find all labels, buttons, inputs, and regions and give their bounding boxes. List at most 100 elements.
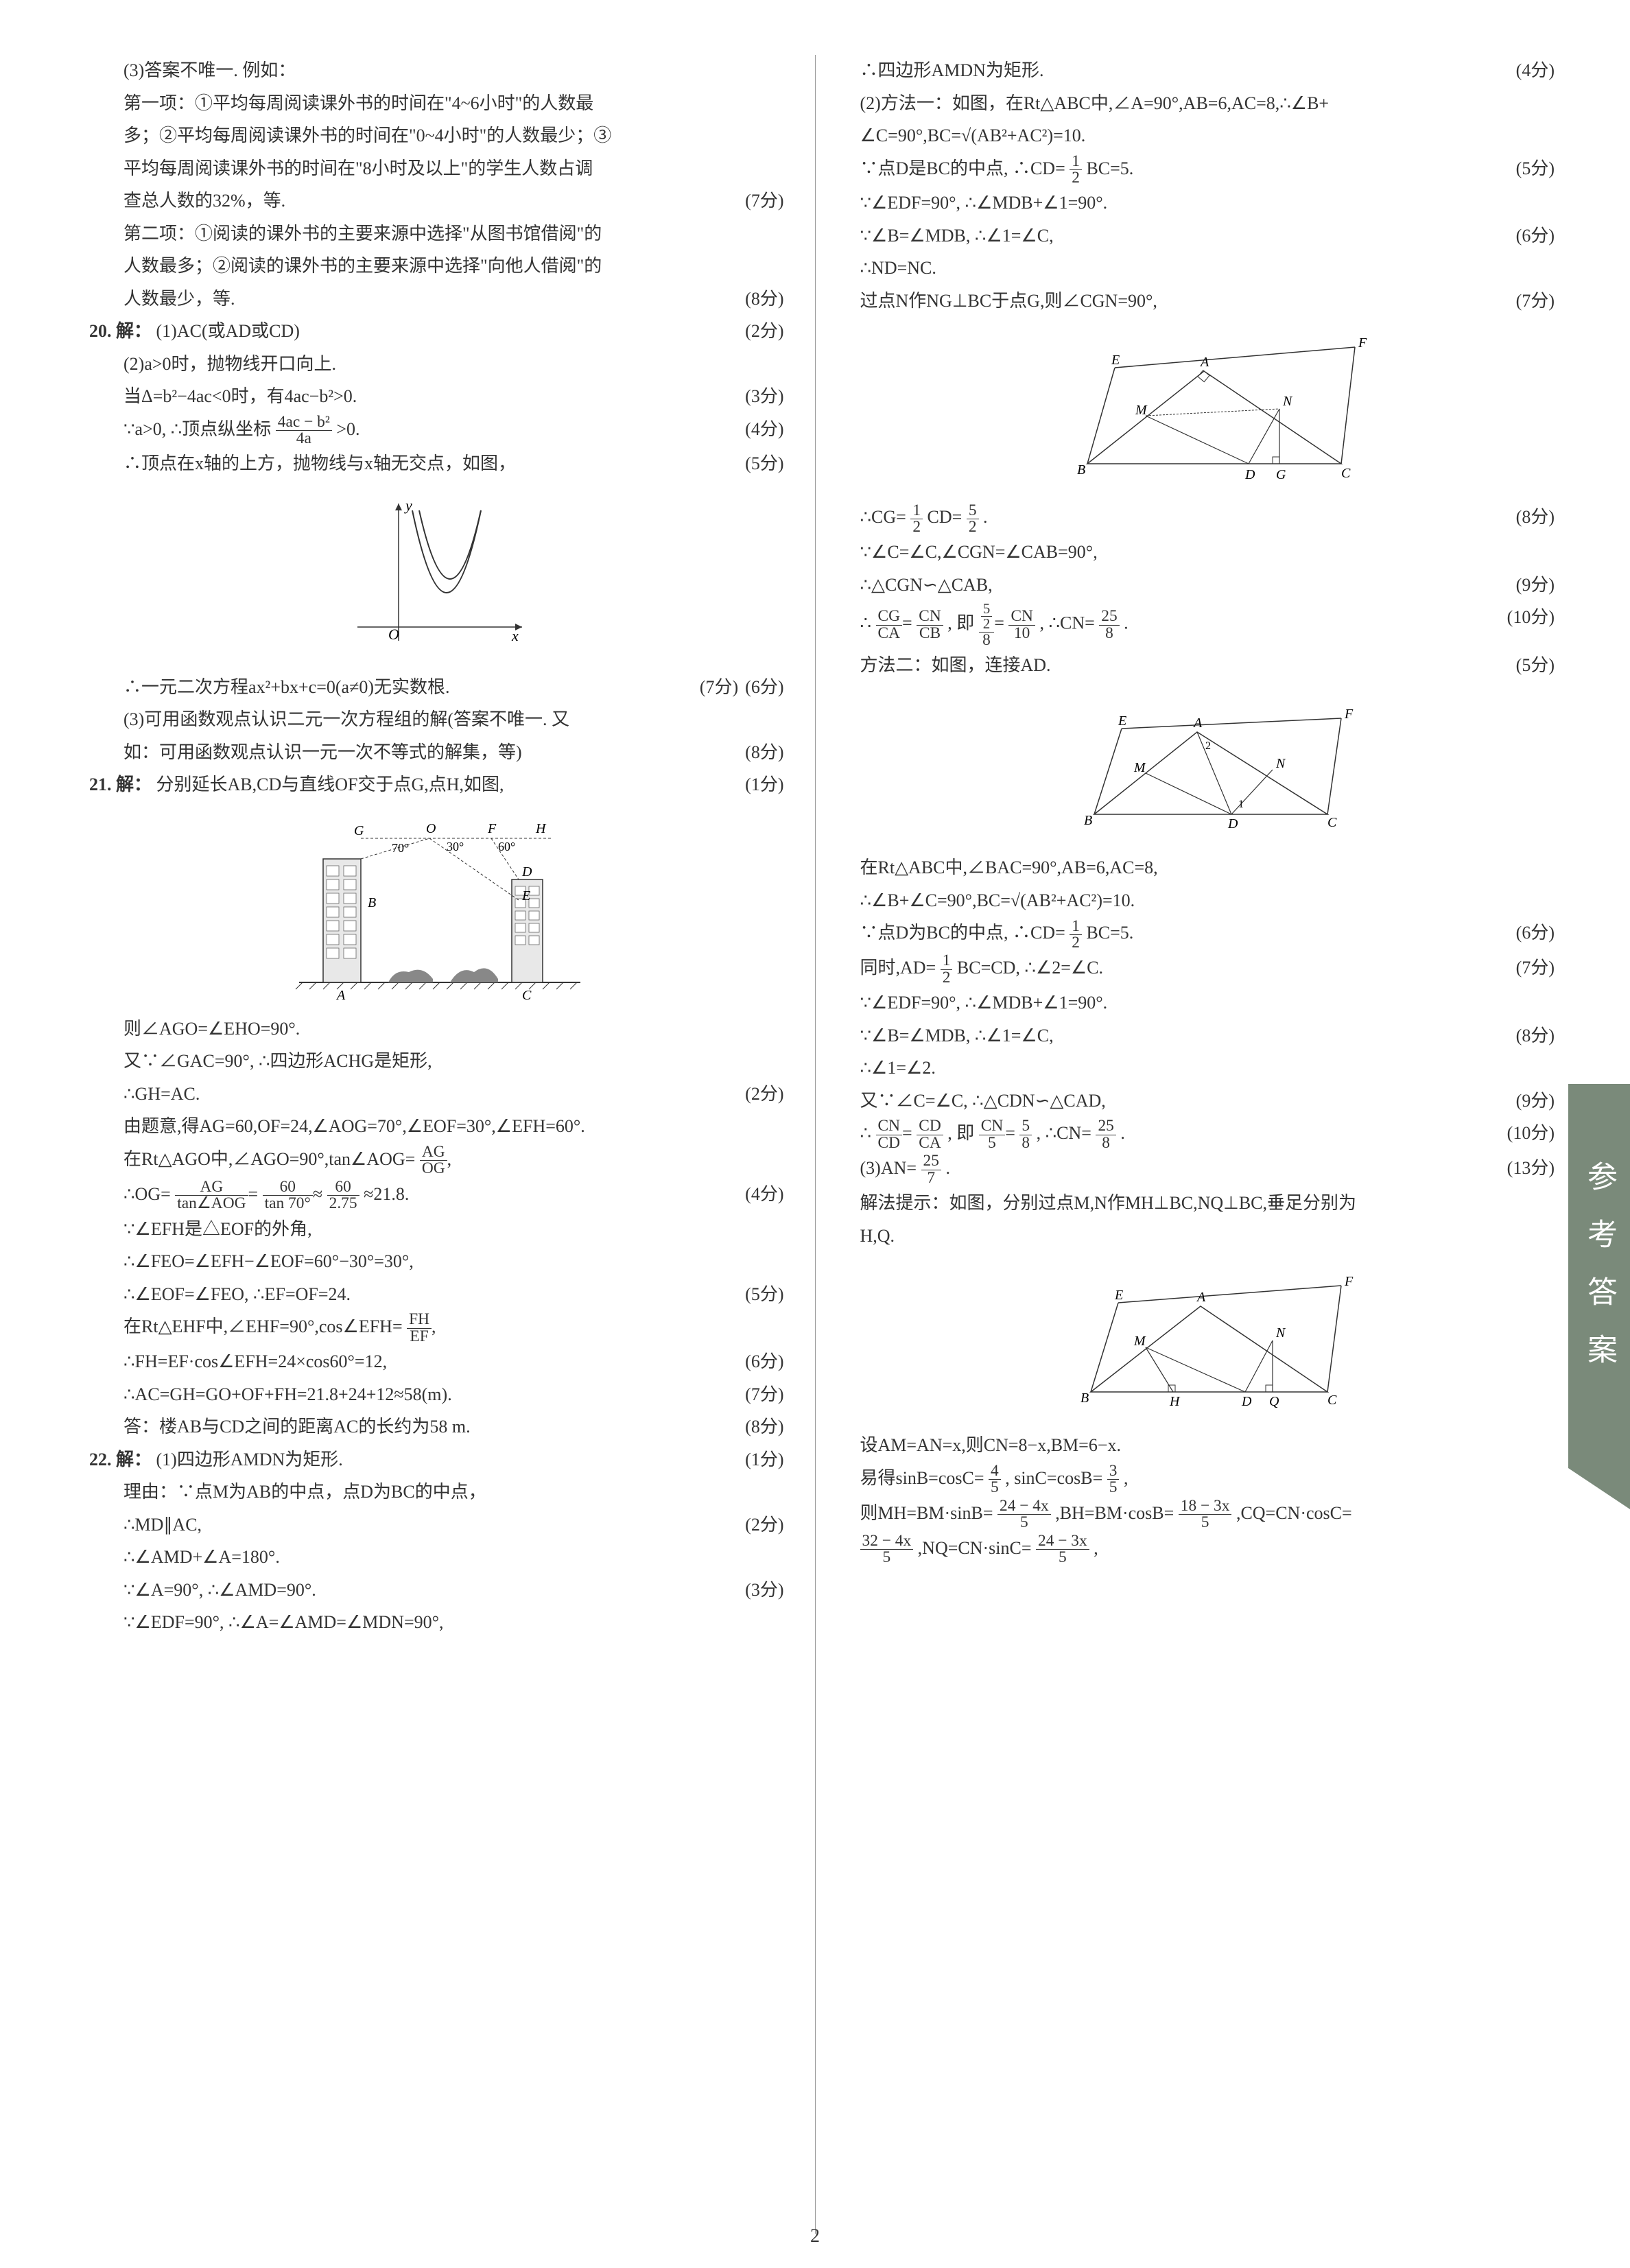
score: (8分)	[1516, 501, 1555, 533]
fraction: 45	[989, 1463, 1001, 1496]
text: ∵∠EDF=90°, ∴∠A=∠AMD=∠MDN=90°,	[89, 1607, 791, 1638]
svg-text:y: y	[404, 497, 412, 514]
text: ∴GH=AC.	[123, 1084, 200, 1104]
fraction: CN5	[979, 1118, 1006, 1151]
text: .	[983, 507, 988, 527]
right-column: ∴四边形AMDN为矩形. (4分) (2)方法一：如图，在Rt△ABC中,∠A=…	[850, 55, 1562, 2234]
svg-text:D: D	[1244, 467, 1255, 482]
text: 则MH=BM·sinB=	[860, 1503, 993, 1523]
page-number: 2	[810, 2225, 820, 2247]
text: 人数最少，等.	[123, 289, 235, 309]
text: ∵∠B=∠MDB, ∴∠1=∠C,	[860, 1026, 1054, 1046]
score: (6分)	[1516, 220, 1555, 252]
score: (6分)	[1516, 917, 1555, 949]
text: 设AM=AN=x,则CN=8−x,BM=6−x.	[860, 1430, 1562, 1461]
text: 又∵∠C=∠C, ∴△CDN∽△CAD, (9分)	[860, 1085, 1562, 1117]
svg-text:G: G	[1276, 467, 1286, 482]
score: (8分)	[745, 1411, 783, 1443]
text: CD=	[928, 507, 962, 527]
text: (3)AN= 257 . (13分)	[860, 1153, 1562, 1186]
text: 查总人数的32%，等. (7分)	[89, 185, 791, 217]
text: ,BH=BM·cosB=	[1055, 1503, 1174, 1523]
text: 32 − 4x5 ,NQ=CN·sinC= 24 − 3x5 ,	[860, 1533, 1562, 1566]
text: ∵∠A=90°, ∴∠AMD=90°.	[123, 1580, 316, 1600]
score: (5分)	[745, 448, 783, 480]
score: (7分)	[700, 672, 738, 703]
text: 当Δ=b²−4ac<0时，有4ac−b²>0.	[123, 386, 357, 406]
figure-geometry-2: E A F B M N D C 2 1	[860, 691, 1562, 842]
figure-buildings: B A C E D G O F H 70° 30° 60°	[89, 811, 791, 1003]
text: ∴四边形AMDN为矩形.	[860, 60, 1044, 80]
svg-text:G: G	[354, 823, 364, 838]
fraction: 12	[1070, 919, 1082, 952]
text: ,CQ=CN·cosC=	[1236, 1503, 1352, 1523]
page: (3)答案不唯一. 例如： 第一项：①平均每周阅读课外书的时间在"4~6小时"的…	[0, 0, 1630, 2268]
svg-text:B: B	[1077, 462, 1085, 477]
figure-geometry-1: E A F B M N D G C	[860, 327, 1562, 491]
text: ∴一元二次方程ax²+bx+c=0(a≠0)无实数根.	[123, 677, 450, 697]
fraction: 12	[1070, 154, 1082, 187]
svg-text:60°: 60°	[498, 840, 515, 853]
text: 第一项：①平均每周阅读课外书的时间在"4~6小时"的人数最	[89, 88, 791, 119]
fraction: 257	[921, 1153, 941, 1186]
score: (2分)	[745, 1509, 783, 1541]
question-num: 21. 解：	[89, 775, 152, 794]
score: (6分)	[745, 672, 783, 703]
svg-text:2: 2	[1205, 740, 1211, 752]
fraction: 35	[1107, 1463, 1120, 1496]
svg-text:A: A	[1192, 716, 1203, 731]
text: ∴MD∥AC, (2分)	[89, 1509, 791, 1541]
svg-text:A: A	[335, 988, 346, 1003]
svg-text:F: F	[487, 821, 497, 836]
svg-text:M: M	[1135, 403, 1148, 418]
text: 方法二：如图，连接AD.	[860, 655, 1051, 675]
text: ∵点D是BC的中点, ∴CD=	[860, 158, 1065, 178]
text: BC=5.	[1086, 923, 1133, 943]
svg-text:C: C	[1327, 1393, 1337, 1408]
score: (2分)	[745, 1078, 783, 1110]
svg-text:F: F	[1344, 707, 1354, 722]
text: 在Rt△ABC中,∠BAC=90°,AB=6,AC=8,	[860, 852, 1562, 884]
fraction: 24 − 3x5	[1036, 1533, 1089, 1566]
text: 人数最少，等. (8分)	[89, 283, 791, 315]
svg-text:x: x	[511, 627, 519, 644]
text: >0.	[336, 419, 359, 439]
text: 22. 解： (1)四边形AMDN为矩形. (1分)	[89, 1444, 791, 1476]
text: ∵∠C=∠C,∠CGN=∠CAB=90°,	[860, 536, 1562, 568]
text: ∴	[860, 613, 872, 633]
text: 过点N作NG⊥BC于点G,则∠CGN=90°, (7分)	[860, 285, 1562, 317]
svg-text:N: N	[1282, 394, 1293, 409]
score: (4分)	[745, 1179, 783, 1210]
text: 则MH=BM·sinB= 24 − 4x5 ,BH=BM·cosB= 18 − …	[860, 1498, 1562, 1531]
score: (10分)	[1507, 1118, 1555, 1149]
score: (3分)	[745, 381, 783, 412]
text: ∴OG= AGtan∠AOG= 60tan 70°≈ 602.75 ≈21.8.…	[89, 1179, 791, 1212]
svg-text:B: B	[368, 895, 376, 910]
text: ∴ CGCA= CNCB , 即 528= CN10 , ∴CN= 258 . …	[860, 602, 1562, 648]
fraction: 258	[1099, 609, 1119, 641]
score: (7分)	[1516, 285, 1555, 317]
text: 由题意,得AG=60,OF=24,∠AOG=70°,∠EOF=30°,∠EFH=…	[89, 1111, 791, 1142]
text: ∴CG= 12 CD= 52 . (8分)	[860, 501, 1562, 535]
text: ∴顶点在x轴的上方，抛物线与x轴无交点，如图， (5分)	[89, 448, 791, 480]
svg-text:30°: 30°	[447, 840, 464, 853]
fraction: CNCB	[917, 609, 943, 641]
svg-text:1: 1	[1238, 799, 1244, 810]
text: , ∴CN=	[1039, 613, 1094, 633]
fraction: AGtan∠AOG	[175, 1179, 248, 1212]
text: (2)a>0时，抛物线开口向上.	[89, 349, 791, 380]
text: 解法提示：如图，分别过点M,N作MH⊥BC,NQ⊥BC,垂足分别为	[860, 1188, 1562, 1219]
text: (3)AN=	[860, 1158, 917, 1178]
text: (2)方法一：如图，在Rt△ABC中,∠A=90°,AB=6,AC=8,∴∠B+	[860, 88, 1562, 119]
score: (5分)	[1516, 153, 1555, 185]
score: (7分)	[1516, 952, 1555, 984]
text: ∴顶点在x轴的上方，抛物线与x轴无交点，如图，	[123, 453, 516, 473]
text: ∵点D为BC的中点, ∴CD=	[860, 923, 1065, 943]
svg-text:E: E	[1118, 713, 1126, 729]
score: (13分)	[1507, 1153, 1555, 1184]
text: ∴一元二次方程ax²+bx+c=0(a≠0)无实数根. (7分)	[89, 672, 791, 703]
score: (4分)	[1516, 55, 1555, 86]
fraction: 52	[967, 503, 979, 536]
text: 在Rt△AGO中,∠AGO=90°,tan∠AOG=	[123, 1149, 415, 1169]
text: ∵a>0, ∴顶点纵坐标	[123, 419, 271, 439]
